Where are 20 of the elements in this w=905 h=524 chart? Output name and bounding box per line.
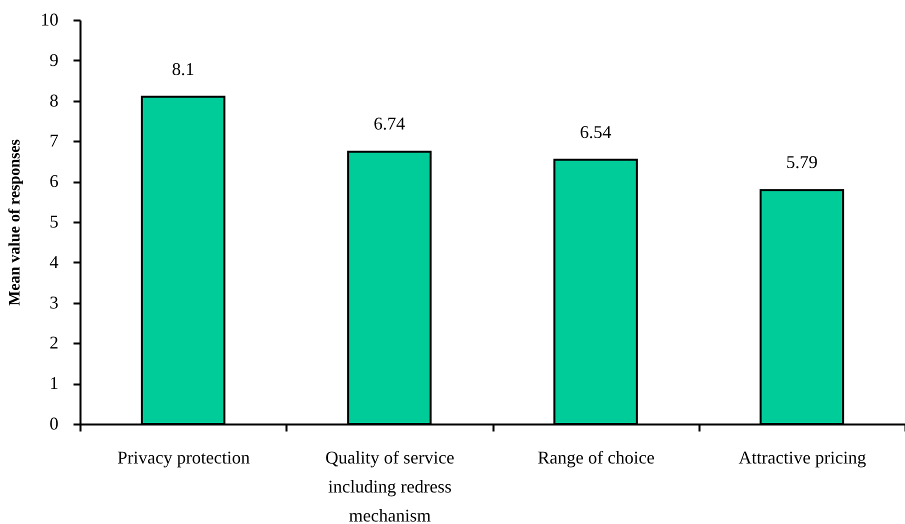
y-tick-label: 1 [50, 373, 58, 394]
y-tick-label: 2 [50, 332, 58, 353]
data-label: 6.54 [580, 122, 612, 142]
data-label: 8.1 [172, 58, 194, 79]
y-tick-label: 9 [50, 50, 58, 70]
x-tick-label: Range of choice [538, 448, 655, 468]
x-tick-label: Privacy protection [117, 448, 250, 468]
data-label: 5.79 [786, 152, 818, 172]
y-tick-label: 4 [50, 252, 58, 272]
y-tick-label: 0 [50, 414, 58, 434]
y-axis-title: Mean value of responses [6, 139, 24, 306]
data-label: 6.74 [374, 114, 406, 134]
y-tick-label: 7 [50, 130, 58, 151]
x-tick-label: Quality of service including redress mechanism [325, 448, 454, 524]
x-tick-label: Attractive pricing [738, 448, 866, 468]
y-tick-label: 10 [40, 10, 58, 30]
y-tick-label: 5 [50, 212, 58, 232]
y-tick-label: 6 [50, 171, 58, 192]
y-tick-label: 3 [50, 292, 58, 312]
y-tick-label: 8 [50, 90, 58, 110]
